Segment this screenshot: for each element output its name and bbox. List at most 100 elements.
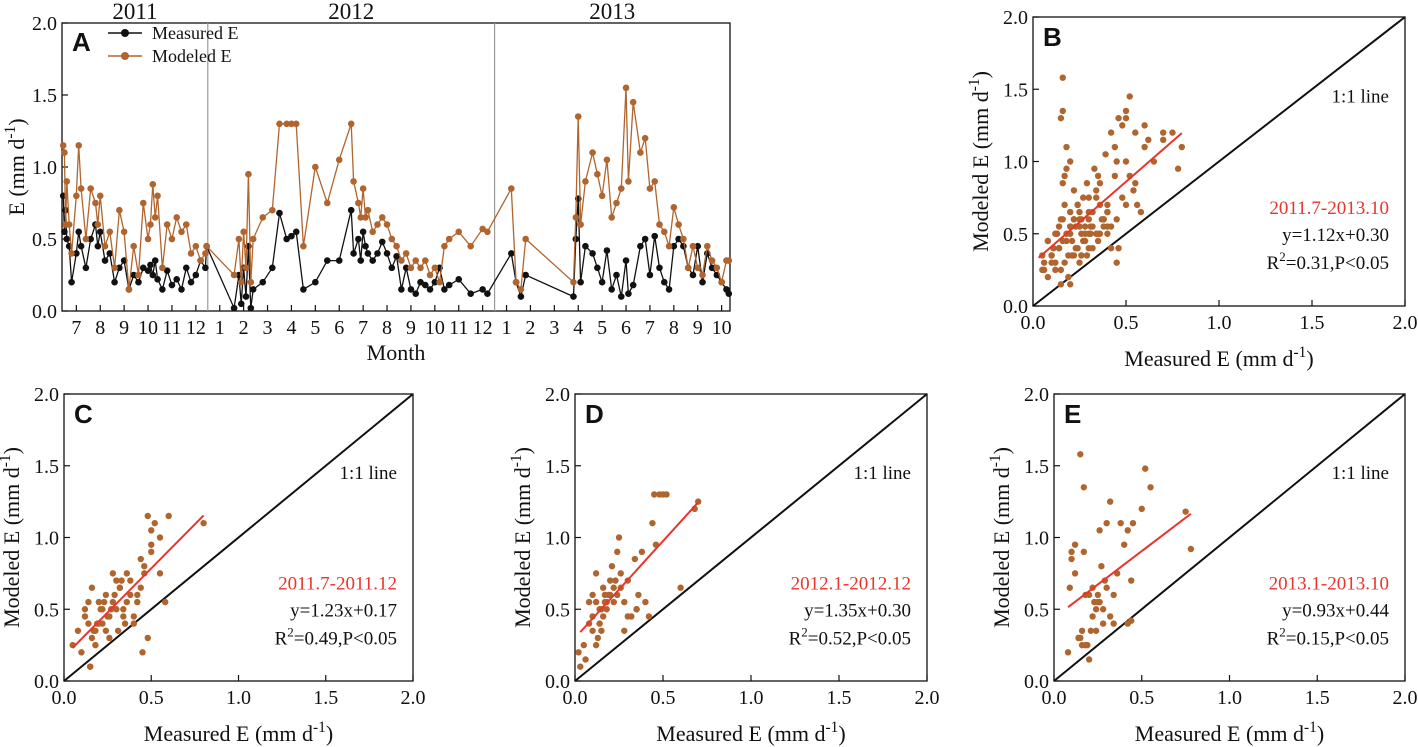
data-point [87, 235, 94, 243]
data-point [1103, 519, 1110, 527]
data-point [582, 178, 589, 185]
panel-label: C [74, 399, 93, 429]
data-point [1128, 617, 1135, 624]
data-point [378, 238, 386, 246]
data-point [120, 228, 128, 236]
data-point [1178, 143, 1186, 151]
data-point [613, 271, 620, 279]
data-point [139, 199, 147, 207]
data-point [455, 228, 463, 236]
x-tick-label: 8 [95, 317, 105, 339]
data-point [426, 286, 434, 293]
legend-marker [121, 29, 129, 37]
data-point [651, 491, 658, 498]
data-point [665, 242, 673, 250]
data-point [637, 149, 644, 156]
data-point [684, 264, 692, 272]
data-point [237, 300, 245, 308]
data-point [1126, 93, 1133, 100]
data-point [1113, 158, 1120, 165]
data-point [612, 577, 619, 584]
data-point [369, 257, 376, 264]
data-point [1085, 230, 1093, 237]
y-tick-label: 1.0 [1003, 152, 1028, 174]
data-point [149, 180, 157, 188]
data-point [97, 606, 104, 613]
data-point [645, 613, 653, 620]
x-tick-label: 1 [502, 317, 512, 339]
data-point [300, 242, 307, 250]
x-tick-label: 8 [669, 317, 679, 339]
data-point [369, 228, 376, 236]
data-point [1182, 508, 1189, 515]
data-point [1187, 545, 1195, 553]
data-point [1078, 641, 1086, 649]
x-tick-label: 9 [693, 317, 703, 339]
data-point [1115, 114, 1122, 122]
data-point [292, 120, 300, 128]
data-point [675, 221, 682, 228]
data-point [88, 584, 96, 591]
x-tick-label: 10 [712, 317, 732, 339]
panel-b: 0.00.0 0.5 0.5 1.0 1.0 1.5 1.5 2.0 2.0 1:1 line 20… [966, 7, 1417, 371]
data-point [163, 221, 171, 228]
data-point [1057, 281, 1065, 288]
data-point [641, 134, 649, 142]
data-point [242, 264, 250, 272]
data-point [621, 598, 628, 606]
data-point [73, 192, 80, 200]
data-point [1083, 179, 1091, 187]
data-point [1119, 194, 1126, 201]
data-point [269, 264, 276, 272]
data-point [94, 221, 102, 228]
data-point [575, 649, 582, 656]
data-point [631, 555, 639, 563]
data-point [192, 242, 200, 250]
x-tick-label: 0.0 [563, 687, 588, 709]
data-point [1083, 252, 1091, 259]
fit-equation: y=1.35x+0.30 [804, 600, 911, 621]
data-point [1055, 245, 1063, 252]
data-point [1104, 208, 1111, 216]
data-point [398, 286, 405, 293]
data-point [1106, 613, 1114, 620]
data-point [1071, 570, 1079, 577]
x-tick-label: 4 [286, 317, 296, 339]
data-point [187, 278, 195, 286]
data-point [617, 185, 625, 192]
data-point [276, 209, 283, 217]
data-point [675, 235, 682, 243]
data-point [598, 192, 606, 200]
data-point [203, 242, 210, 250]
data-point [1076, 259, 1083, 266]
data-point [101, 242, 109, 250]
fit-line [1067, 512, 1192, 608]
data-point [1077, 634, 1084, 642]
data-point [1057, 216, 1065, 223]
data-point [610, 598, 617, 606]
data-point [1048, 252, 1055, 259]
data-point [149, 271, 157, 279]
data-point [651, 178, 659, 185]
data-point [660, 228, 668, 236]
data-point [247, 278, 255, 286]
data-point [364, 206, 372, 214]
data-point [577, 221, 584, 228]
x-tick-label: 5 [597, 317, 607, 339]
data-point [111, 264, 118, 272]
data-point [599, 613, 607, 620]
data-point [1052, 266, 1059, 274]
r2-label: R2=0.49,P<0.05 [275, 624, 397, 649]
fit-line [1037, 132, 1183, 259]
data-point [670, 242, 678, 250]
data-point [594, 634, 602, 642]
scatter-points [575, 491, 702, 670]
data-point [455, 276, 463, 283]
data-point [699, 271, 706, 279]
data-point [202, 264, 209, 272]
data-point [629, 98, 637, 106]
data-point [1091, 165, 1098, 172]
data-point [589, 591, 596, 599]
data-point [622, 84, 630, 92]
y-tick-label: 0.0 [32, 301, 57, 323]
